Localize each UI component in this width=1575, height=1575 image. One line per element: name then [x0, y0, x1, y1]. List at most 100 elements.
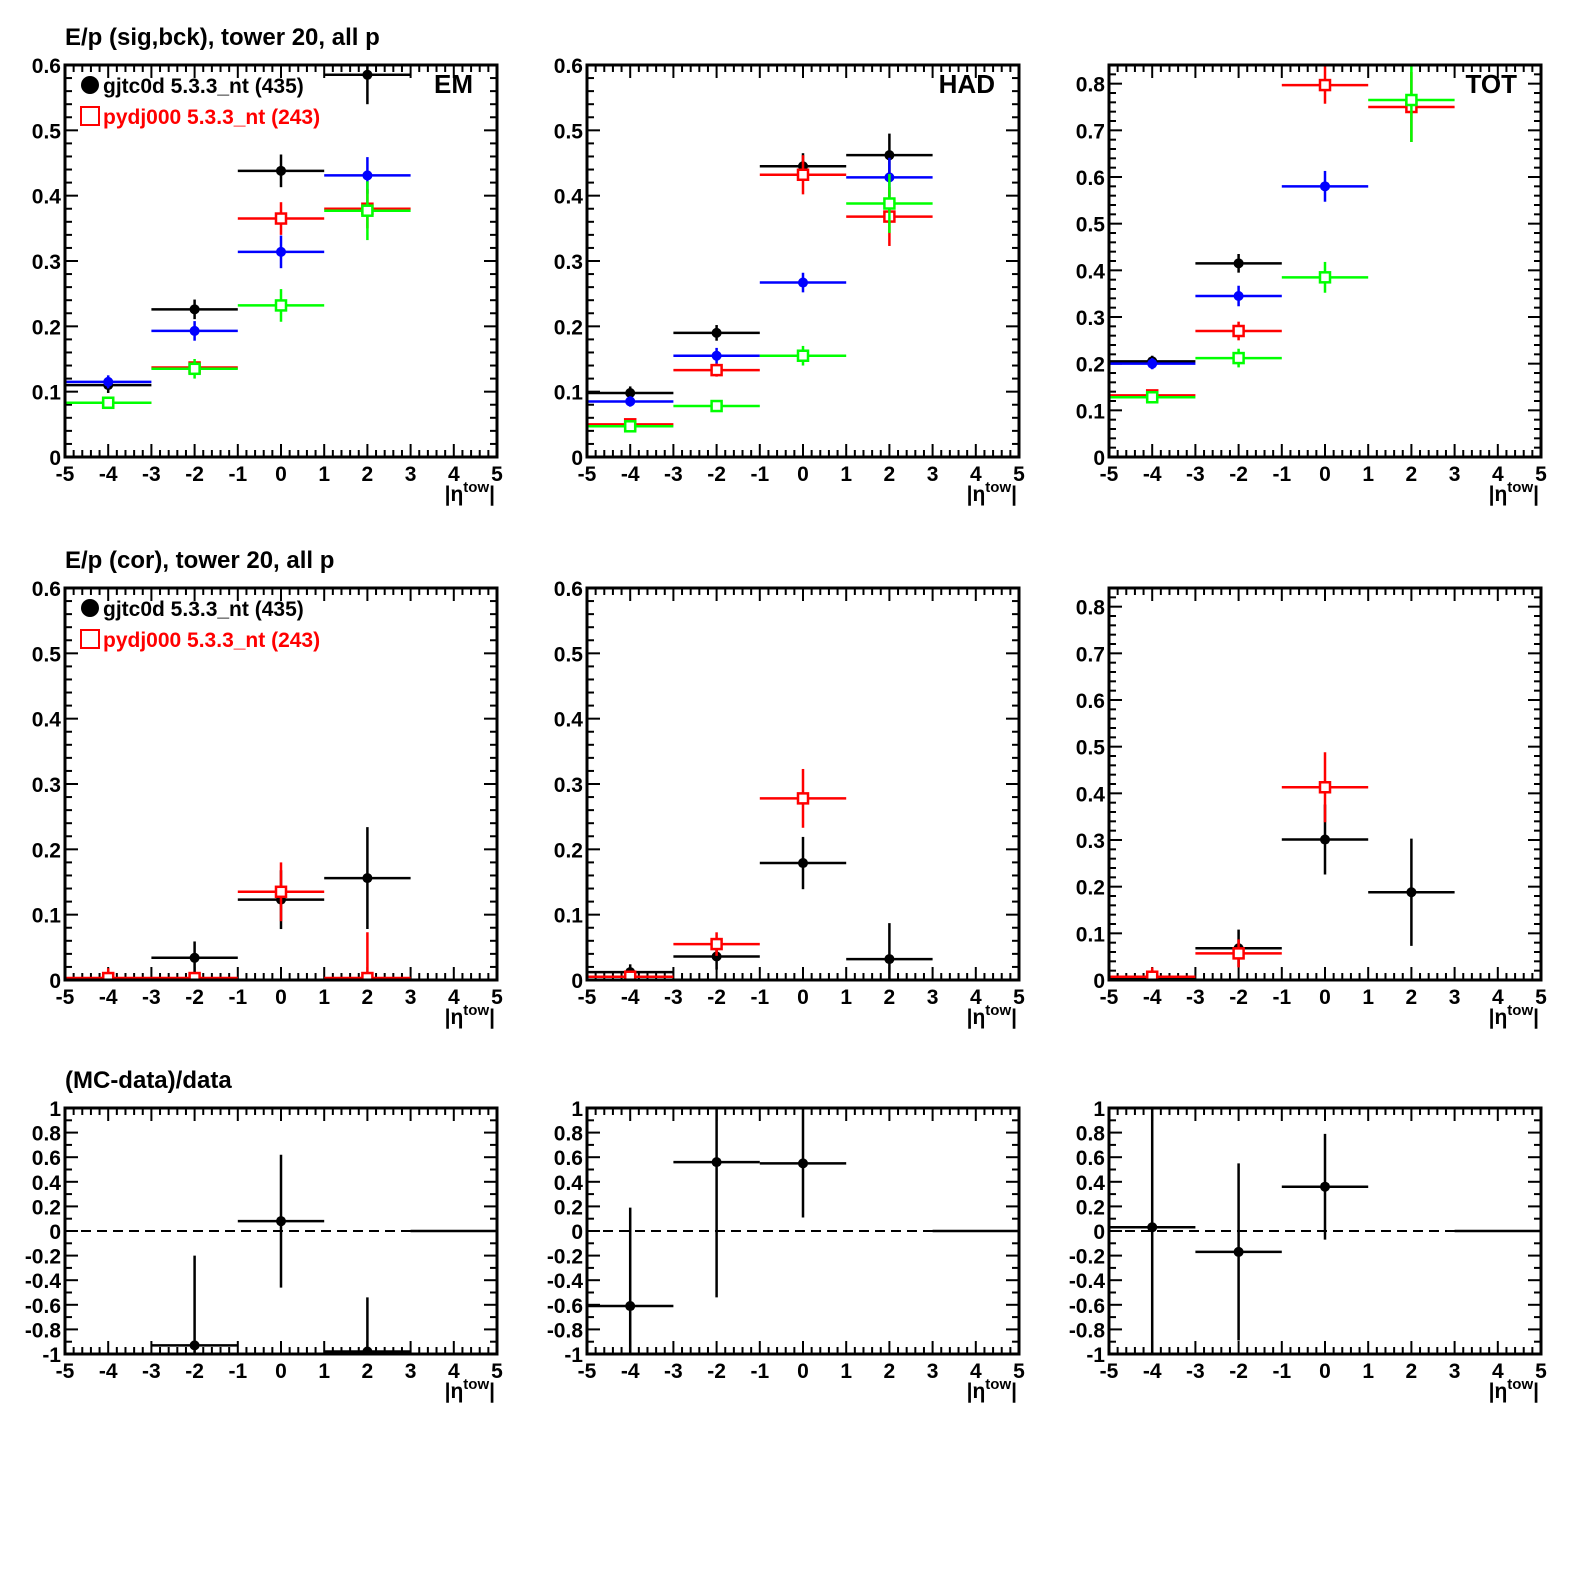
- data-marker-square: [710, 399, 723, 413]
- data-marker-circle: [1147, 358, 1158, 369]
- x-tick-label: 0: [797, 463, 809, 486]
- data-marker-circle: [276, 1216, 286, 1227]
- x-tick-label: -4: [99, 986, 118, 1009]
- x-tick-label: -4: [1143, 463, 1162, 486]
- x-tick-label: 4: [448, 1360, 460, 1383]
- y-tick-label: 0.8: [1076, 597, 1106, 620]
- x-axis-label-bar: |: [489, 1380, 495, 1403]
- legend-marker-circle: [81, 599, 99, 617]
- data-marker-square: [883, 197, 896, 210]
- x-tick-label: 5: [1013, 986, 1025, 1009]
- y-tick-label: 0.6: [554, 1147, 583, 1170]
- x-tick-label: -2: [707, 1360, 726, 1383]
- x-tick-label: 3: [1449, 1360, 1461, 1383]
- y-tick-label: 0.2: [1076, 354, 1105, 377]
- y-tick-label: 0.2: [1076, 877, 1105, 900]
- legend-entry: pydj000 5.3.3_nt (243): [103, 106, 320, 129]
- series-green: [65, 181, 497, 457]
- x-tick-label: 1: [318, 1360, 330, 1383]
- x-axis-label-eta: |η: [967, 483, 986, 506]
- legend: gjtc0d 5.3.3_nt (435) pydj000 5.3.3_nt (2…: [80, 598, 320, 652]
- panel-label: TOT: [1465, 69, 1517, 99]
- data-marker-circle: [625, 396, 636, 407]
- x-tick-label: 0: [1319, 986, 1331, 1009]
- x-tick-label: 4: [970, 986, 982, 1009]
- y-tick-label: -0.4: [25, 1270, 62, 1293]
- y-tick-label: 0.5: [1076, 737, 1106, 760]
- x-tick-label: -3: [142, 1360, 161, 1383]
- x-tick-label: -1: [228, 1360, 247, 1383]
- x-tick-label: 5: [1013, 463, 1025, 486]
- x-tick-label: -2: [707, 463, 726, 486]
- y-tick-label: -0.6: [1069, 1295, 1105, 1318]
- x-tick-label: 0: [797, 986, 809, 1009]
- x-tick-label: -1: [1272, 986, 1291, 1009]
- data-marker-circle: [798, 858, 808, 869]
- x-tick-label: -2: [1229, 1360, 1248, 1383]
- x-tick-label: 2: [1406, 986, 1418, 1009]
- x-axis-label: |ηtow|: [445, 1376, 495, 1403]
- x-tick-label: 1: [318, 986, 330, 1009]
- y-tick-label: -0.2: [547, 1246, 583, 1269]
- x-tick-label: 0: [1319, 463, 1331, 486]
- y-tick-label: -1: [564, 1344, 583, 1367]
- panel-title: (MC-data)/data: [65, 1067, 232, 1094]
- y-tick-label: 0.8: [32, 1123, 62, 1146]
- series-ratio: [1109, 1108, 1541, 1354]
- x-axis-label-eta: |η: [1489, 1006, 1508, 1029]
- x-tick-label: 3: [405, 1360, 417, 1383]
- x-tick-label: -1: [750, 463, 769, 486]
- y-tick-label: 1: [571, 1098, 583, 1121]
- x-axis-label-sup: tow: [985, 1376, 1011, 1393]
- data-points: [151, 1154, 497, 1354]
- x-axis-label-eta: |η: [967, 1380, 986, 1403]
- data-marker-square: [623, 970, 637, 980]
- series-red: [587, 768, 1019, 980]
- y-tick-label: 0.2: [554, 316, 583, 339]
- y-tick-label: 0.4: [554, 186, 584, 209]
- x-axis-label-sup: tow: [1507, 1002, 1533, 1019]
- data-marker-circle: [1320, 834, 1330, 845]
- y-tick-label: 0.3: [554, 251, 583, 274]
- data-marker-square: [1145, 970, 1159, 980]
- x-tick-label: 4: [1492, 463, 1504, 486]
- y-tick-label: 0.2: [1076, 1196, 1105, 1219]
- x-tick-label: 3: [405, 463, 417, 486]
- x-tick-label: -4: [621, 463, 640, 486]
- y-tick-label: 0.1: [1076, 923, 1106, 946]
- y-tick-label: 0.3: [32, 251, 61, 274]
- y-tick-label: 0.2: [554, 839, 583, 862]
- y-tick-label: 0.6: [32, 1147, 61, 1170]
- plot-frame: [585, 1106, 1021, 1356]
- data-marker-square: [1318, 781, 1332, 794]
- x-axis-label-bar: |: [1533, 1006, 1539, 1029]
- x-tick-label: 4: [448, 463, 460, 486]
- plot-frame: [1107, 586, 1543, 982]
- y-tick-label: 0.1: [1076, 400, 1106, 423]
- legend-marker-square: [80, 106, 100, 126]
- x-tick-label: -4: [99, 463, 118, 486]
- x-tick-label: 0: [1319, 1360, 1331, 1383]
- x-tick-label: 2: [1406, 463, 1418, 486]
- data-marker-square: [1232, 947, 1245, 960]
- data-marker-circle: [1406, 887, 1417, 898]
- x-tick-label: 5: [1535, 986, 1547, 1009]
- data-marker-circle: [884, 150, 895, 161]
- legend-entry: pydj000 5.3.3_nt (243): [103, 629, 320, 652]
- y-tick-label: 0.1: [32, 905, 62, 928]
- y-tick-label: 0.7: [1076, 643, 1105, 666]
- x-tick-label: -4: [1143, 986, 1162, 1009]
- x-tick-label: 2: [884, 986, 896, 1009]
- data-marker-square: [274, 212, 288, 225]
- chart-panel-2: -5 -4 -3 -2 -1 0 1 2 3 4 5 0 0.1 0.2 0.3 0.4 0.5 0.6 |ηtow…: [554, 55, 1025, 506]
- chart-panel-1: E/p (sig,bck), tower 20, all p -5 -4 -3 -2 -1…: [32, 24, 503, 506]
- x-tick-label: 5: [491, 1360, 503, 1383]
- x-axis-label: |ηtow|: [445, 479, 495, 506]
- y-tick-label: 0.4: [1076, 1172, 1106, 1195]
- y-tick-label: 0.8: [1076, 74, 1106, 97]
- data-marker-circle: [1320, 1181, 1330, 1192]
- x-tick-label: 4: [970, 1360, 982, 1383]
- y-tick-label: -0.2: [1069, 1246, 1105, 1269]
- y-tick-label: 0.5: [554, 643, 584, 666]
- chart-panel-4: E/p (cor), tower 20, all p -5 -4 -3 -2 -1 0 1 2 3…: [32, 547, 503, 1029]
